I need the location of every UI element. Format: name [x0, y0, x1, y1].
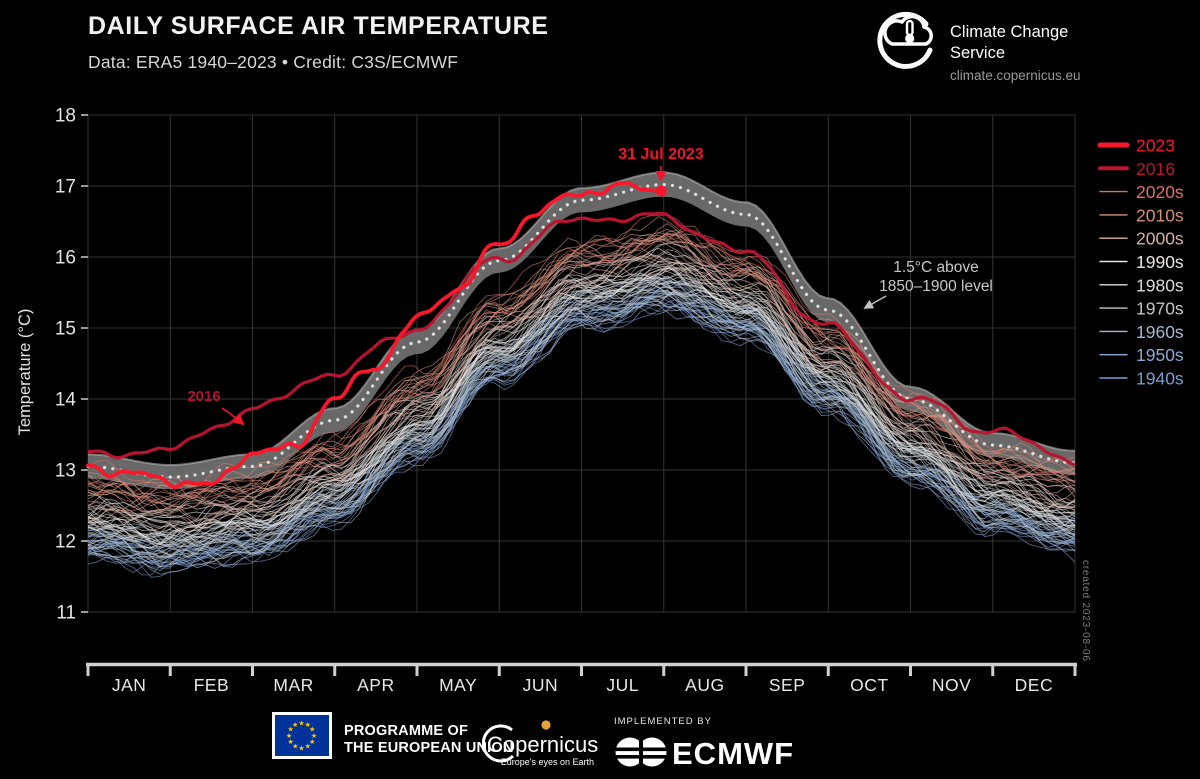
legend-label: 1970s — [1136, 299, 1184, 319]
legend-label: 2016 — [1136, 159, 1175, 179]
line-2023 — [86, 180, 664, 490]
month-label: SEP — [769, 675, 806, 695]
legend-item-1990s: 1990s — [1099, 252, 1184, 272]
y-axis-labels: 18 17 16 15 14 13 12 11 — [55, 106, 88, 624]
legend-label: 2010s — [1136, 205, 1184, 225]
c3s-logo-title: Climate Change Service — [950, 23, 1069, 63]
annotation-band-line2: 1850–1900 level — [879, 278, 993, 295]
legend-item-2023: 2023 — [1097, 136, 1175, 156]
copernicus-wordmark: Copernicus — [487, 732, 598, 757]
y-tick-label: 13 — [55, 461, 76, 482]
month-label: MAR — [273, 675, 313, 695]
c3s-cloud-thermometer-icon — [877, 11, 933, 69]
annotation-2016-arrow — [221, 407, 245, 426]
month-label: AUG — [685, 675, 724, 695]
legend-label: 2020s — [1136, 182, 1184, 202]
month-label: JAN — [112, 675, 147, 695]
month-label: DEC — [1015, 675, 1053, 695]
legend-item-1950s: 1950s — [1099, 345, 1184, 365]
annotation-peak-date: 31 Jul 2023 — [618, 146, 704, 163]
legend-label: 2023 — [1136, 136, 1175, 156]
y-tick-label: 11 — [56, 603, 76, 624]
eu-star: ★ — [305, 743, 311, 751]
ecmwf-glyph — [612, 737, 670, 767]
x-axis — [86, 662, 1077, 676]
legend-item-2016: 2016 — [1098, 159, 1175, 179]
implemented-by-label: IMPLEMENTED BY — [614, 716, 712, 727]
copernicus-logo: Copernicus Europe's eyes on Earth — [482, 720, 598, 767]
eu-programme-line1: PROGRAMME OF — [344, 723, 469, 739]
legend-label: 1960s — [1136, 322, 1184, 342]
x-axis-month-labels: JAN FEB MAR APR MAY JUN JUL AUG SEP OCT NOV DEC — [112, 675, 1053, 695]
eu-star: ★ — [311, 732, 317, 740]
y-axis-title: Temperature (°C) — [16, 309, 34, 436]
y-tick-label: 16 — [55, 248, 76, 269]
eu-star: ★ — [288, 738, 294, 746]
page-title: DAILY SURFACE AIR TEMPERATURE — [88, 12, 549, 40]
copernicus-tagline: Europe's eyes on Earth — [501, 757, 594, 767]
eu-programme-line2: THE EUROPEAN UNION — [344, 740, 514, 756]
legend-item-1960s: 1960s — [1099, 322, 1184, 342]
month-label: JUL — [606, 675, 639, 695]
eu-star: ★ — [305, 721, 311, 729]
annotation-band-line1: 1.5°C above — [893, 259, 978, 276]
decade-1980s — [87, 250, 1076, 556]
month-label: NOV — [932, 675, 971, 695]
eu-star: ★ — [309, 726, 315, 734]
copernicus-gold-sphere — [541, 720, 551, 730]
eu-programme-label: PROGRAMME OF THE EUROPEAN UNION — [344, 723, 514, 757]
annotation-band-arrow — [863, 295, 887, 309]
y-tick-label: 17 — [55, 177, 76, 198]
legend-label: 1940s — [1136, 369, 1184, 389]
legend-label: 1990s — [1136, 252, 1184, 272]
month-label: JUN — [523, 675, 559, 695]
legend-item-2010s: 2010s — [1099, 205, 1184, 225]
legend-item-1980s: 1980s — [1099, 275, 1184, 295]
month-label: OCT — [850, 675, 888, 695]
ecmwf-logo: IMPLEMENTED BY ECMWF — [612, 716, 794, 771]
band-dotted-centerline — [86, 182, 1077, 479]
eu-flag: ★ ★★★★★★★★★★★ — [272, 712, 332, 759]
legend: 2023 2016 2020s 2010s 2000s 1990s 1980s 1970s 19… — [1097, 136, 1184, 389]
y-tick-label: 14 — [55, 390, 77, 411]
legend-item-2020s: 2020s — [1099, 182, 1184, 202]
y-tick-label: 18 — [55, 106, 76, 127]
month-label: MAY — [439, 675, 477, 695]
legend-label: 1980s — [1136, 275, 1184, 295]
legend-item-2000s: 2000s — [1099, 229, 1184, 249]
decade-year-lines — [87, 214, 1076, 578]
subtitle: Data: ERA5 1940–2023 • Credit: C3S/ECMWF — [88, 52, 459, 72]
legend-item-1940s: 1940s — [1099, 369, 1184, 389]
legend-label: 2000s — [1136, 229, 1184, 249]
legend-label: 1950s — [1136, 345, 1184, 365]
month-label: FEB — [194, 675, 230, 695]
point-31-jul-2023 — [655, 185, 667, 197]
eu-star: ★ — [298, 719, 304, 727]
legend-item-1970s: 1970s — [1099, 299, 1184, 319]
c3s-url: climate.copernicus.eu — [950, 68, 1081, 83]
line-2016 — [87, 211, 1076, 467]
y-tick-label: 12 — [55, 532, 76, 553]
eu-star: ★ — [292, 721, 298, 729]
y-tick-label: 15 — [55, 319, 76, 340]
eu-star: ★ — [288, 726, 294, 734]
ecmwf-wordmark: ECMWF — [672, 736, 794, 771]
annotation-2016: 2016 — [187, 388, 220, 405]
eu-star: ★ — [292, 743, 298, 751]
month-label: APR — [357, 675, 394, 695]
chart-annotations: 31 Jul 2023 2016 1.5°C above 1850–1900 l… — [187, 146, 993, 426]
eu-star: ★ — [309, 738, 315, 746]
chart-layers: JAN FEB MAR APR MAY JUN JUL AUG SEP OCT NOV DEC 18 17… — [16, 106, 1184, 696]
eu-star: ★ — [286, 732, 292, 740]
creation-date-watermark: created 2023-08-06 — [1080, 560, 1091, 662]
eu-star: ★ — [298, 744, 304, 752]
